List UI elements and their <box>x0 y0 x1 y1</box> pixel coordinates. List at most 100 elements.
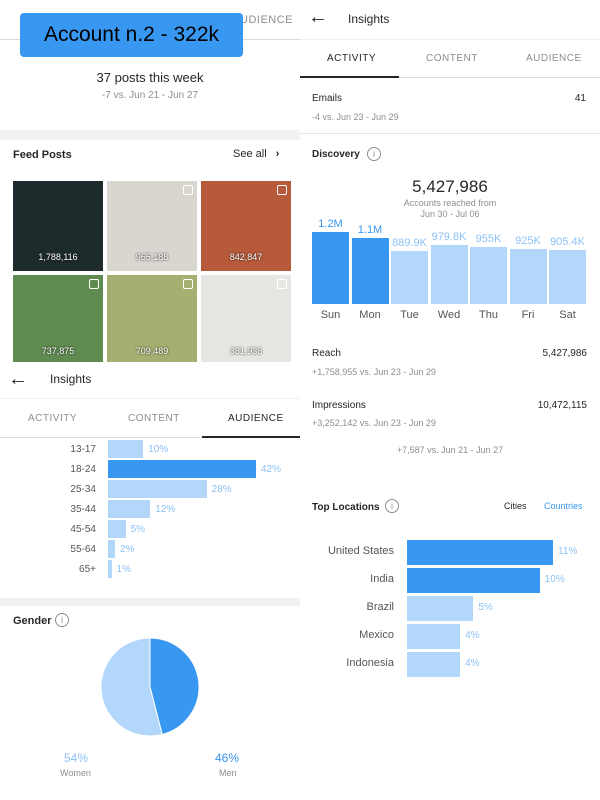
post-value: 842,847 <box>229 252 263 262</box>
day-value: 889.9K <box>392 236 427 249</box>
insights-panel: ← Insights ACTIVITY CONTENT AUDIENCE Ema… <box>300 0 600 436</box>
day-label: Thu <box>479 309 498 321</box>
age-bar <box>108 460 256 478</box>
emails-label: Emails <box>312 93 343 104</box>
partial-stats: +7,587 vs. Jun 21 - Jun 27 <box>300 436 600 488</box>
multi-post-icon <box>89 279 99 289</box>
location-value: 4% <box>465 630 480 641</box>
tab-audience-partial[interactable]: UDIENCE <box>240 14 294 26</box>
age-bar <box>108 520 126 538</box>
age-bar <box>108 440 144 458</box>
multi-post-icon <box>277 185 287 195</box>
tab-underline <box>300 76 399 78</box>
post-value: 965,188 <box>135 252 169 262</box>
post-value: 381,936 <box>229 346 263 356</box>
emails-compare: -4 vs. Jun 23 - Jun 29 <box>312 112 399 122</box>
day-value: 979.8K <box>431 231 467 244</box>
tab-audience[interactable]: AUDIENCE <box>228 413 284 424</box>
insights-header-title: Insights <box>348 12 390 26</box>
partial-compare: +7,587 vs. Jun 21 - Jun 27 <box>396 445 504 455</box>
age-label: 25-34 <box>70 484 96 495</box>
location-value: 5% <box>478 602 493 613</box>
pie-slice-women <box>100 637 163 737</box>
audience-panel: ← Insights ACTIVITY CONTENT AUDIENCE 13-… <box>0 362 300 800</box>
age-value: 10% <box>148 444 169 455</box>
day-bar <box>549 249 586 304</box>
tab-activity[interactable]: ACTIVITY <box>327 53 377 64</box>
age-bar <box>108 560 112 578</box>
countries-tab[interactable]: Countries <box>544 501 583 511</box>
reach-value: 5,427,986 <box>542 348 588 359</box>
location-label: Mexico <box>359 629 394 641</box>
back-arrow-icon[interactable]: ← <box>308 6 328 28</box>
see-all-label: See all <box>233 148 267 160</box>
location-value: 11% <box>558 546 578 557</box>
pie-slice-men <box>149 637 200 736</box>
reach-total: 5,427,986 <box>412 177 488 196</box>
feed-post-thumb[interactable]: 965,188 <box>107 181 197 271</box>
divider <box>0 598 300 606</box>
location-bar <box>407 568 540 593</box>
age-value: 42% <box>261 464 282 475</box>
day-label: Tue <box>400 309 419 321</box>
reach-compare: +1,758,955 vs. Jun 23 - Jun 29 <box>312 367 436 377</box>
info-icon[interactable]: i <box>55 613 69 627</box>
tab-activity[interactable]: ACTIVITY <box>28 413 78 424</box>
day-value: 955K <box>475 232 502 245</box>
tab-audience[interactable]: AUDIENCE <box>526 53 582 64</box>
post-value: 1,788,116 <box>38 252 78 262</box>
feed-panel: UDIENCE 37 posts this week -7 vs. Jun 21… <box>0 0 300 362</box>
insights-tabs <box>300 39 600 78</box>
age-value: 2% <box>120 544 135 555</box>
age-value: 12% <box>155 504 176 515</box>
day-label: Sat <box>559 309 576 321</box>
reach-caption: Accounts reached from <box>403 198 497 208</box>
emails-value: 41 <box>574 93 586 104</box>
location-bar <box>407 624 461 649</box>
audience-header-title: Insights <box>50 372 92 386</box>
day-value: 905.4K <box>550 235 585 248</box>
info-icon[interactable]: i <box>385 499 399 513</box>
feed-post-thumb[interactable]: 842,847 <box>201 181 291 271</box>
info-icon[interactable]: i <box>367 147 381 161</box>
feed-posts-title: Feed Posts <box>13 149 72 161</box>
day-bar <box>391 250 428 304</box>
location-value: 4% <box>465 658 480 669</box>
age-label: 55-64 <box>70 544 96 555</box>
see-all-link[interactable]: See all › <box>233 148 279 160</box>
age-label: 13-17 <box>70 444 96 455</box>
feed-post-thumb[interactable]: 381,936 <box>201 275 291 362</box>
multi-post-icon <box>183 279 193 289</box>
location-label: United States <box>327 545 394 557</box>
multi-post-icon <box>277 279 287 289</box>
age-label: 45-54 <box>70 524 96 535</box>
day-bar <box>312 232 349 304</box>
age-value: 1% <box>116 564 131 575</box>
cities-tab[interactable]: Cities <box>504 501 527 511</box>
day-value: 1.1M <box>357 224 383 236</box>
location-label: India <box>370 573 394 585</box>
men-label: Men <box>219 768 237 778</box>
reach-label: Reach <box>312 348 341 359</box>
age-bar <box>108 480 207 498</box>
location-bar <box>407 652 461 677</box>
feed-post-thumb[interactable]: 1,788,116 <box>13 181 103 271</box>
feed-post-thumb[interactable]: 709,489 <box>107 275 197 362</box>
impressions-value: 10,472,115 <box>537 400 587 411</box>
women-label: Women <box>60 768 91 778</box>
discovery-title: Discovery <box>312 149 360 160</box>
day-label: Mon <box>359 309 381 321</box>
divider <box>300 133 600 134</box>
tab-content[interactable]: CONTENT <box>128 413 180 424</box>
gender-title: Gender <box>13 615 52 627</box>
age-value: 28% <box>211 484 232 495</box>
chevron-right-icon: › <box>275 148 280 160</box>
age-label: 35-44 <box>70 504 96 515</box>
back-arrow-icon[interactable]: ← <box>8 368 28 390</box>
day-bar <box>509 248 547 304</box>
age-label: 65+ <box>79 564 96 575</box>
feed-post-thumb[interactable]: 737,875 <box>13 275 103 362</box>
account-badge-title: Account n.2 - 322k <box>43 23 220 46</box>
tab-content[interactable]: CONTENT <box>426 53 478 64</box>
location-value: 10% <box>544 574 565 585</box>
